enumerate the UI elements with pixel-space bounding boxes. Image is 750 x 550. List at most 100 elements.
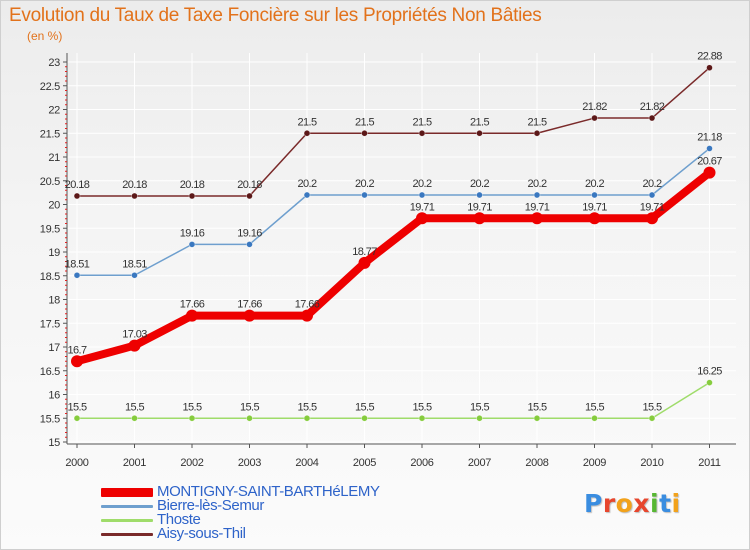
legend-label-montigny: MONTIGNY-SAINT-BARTHéLEMY (157, 483, 380, 500)
data-point (358, 256, 371, 269)
grid-layer (67, 53, 736, 443)
series-line (76, 66, 711, 197)
y-tick-label: 17.5 (40, 318, 60, 330)
x-tick-label: 2005 (353, 457, 376, 469)
y-tick-label: 19 (48, 247, 60, 259)
data-point (303, 129, 311, 137)
data-label: 19.16 (180, 227, 205, 239)
data-point (646, 212, 658, 225)
data-label: 17.66 (180, 299, 205, 311)
legend-item-bierre: Bierre-lès-Semur (101, 497, 380, 514)
y-tick-label: 15 (48, 437, 60, 449)
legend-item-thoste: Thoste (101, 512, 380, 527)
data-point (416, 212, 428, 225)
logo-letter: t (659, 489, 672, 518)
data-point (533, 191, 541, 199)
legend-swatch-bierre (101, 504, 153, 508)
data-point (131, 414, 138, 422)
data-label: 18.51 (65, 258, 90, 270)
data-label: 16.7 (67, 344, 86, 356)
y-tick-label: 21 (48, 152, 60, 164)
data-point (591, 114, 598, 122)
data-point (361, 191, 368, 199)
data-label: 15.5 (527, 401, 546, 413)
data-label: 17.66 (237, 299, 262, 311)
data-point (188, 241, 196, 248)
data-point (533, 129, 541, 137)
data-label: 17.03 (122, 329, 147, 341)
data-label: 15.5 (297, 401, 316, 413)
data-label: 20.2 (297, 178, 316, 190)
logo-letter: i (671, 489, 681, 518)
y-tick-label: 16.5 (40, 366, 60, 378)
data-label: 20.18 (237, 179, 262, 191)
data-point (706, 145, 713, 152)
data-point (303, 191, 311, 199)
data-point (188, 192, 196, 200)
y-tick-label: 18 (48, 295, 60, 307)
data-point (73, 414, 81, 422)
x-tick-label: 2003 (238, 457, 261, 469)
legend-swatch-montigny (101, 487, 153, 497)
data-point (418, 414, 426, 422)
data-label: 20.2 (642, 178, 661, 190)
data-label: 15.5 (470, 401, 489, 413)
data-point (418, 191, 426, 199)
data-point (246, 241, 253, 248)
x-tick-label: 2004 (295, 457, 318, 469)
x-tick-label: 2001 (123, 457, 146, 469)
data-point (588, 212, 601, 225)
data-point (243, 309, 256, 322)
data-label: 20.2 (527, 178, 546, 190)
data-label: 21.18 (697, 131, 722, 143)
logo-letter: o (615, 489, 634, 518)
data-label: 15.5 (355, 401, 374, 413)
x-tick-label: 2007 (468, 457, 491, 469)
data-label: 19.71 (410, 201, 435, 213)
y-tick-label: 21.5 (40, 128, 60, 140)
data-label: 20.2 (412, 178, 431, 190)
data-point (706, 64, 713, 71)
data-point (186, 309, 198, 322)
data-point (131, 271, 138, 279)
y-tick-label: 16 (48, 390, 60, 402)
data-point (648, 414, 656, 422)
data-point (188, 414, 196, 422)
y-tick-label: 18.5 (40, 271, 60, 283)
data-label: 15.5 (585, 401, 604, 413)
y-tick-label: 17 (48, 342, 60, 354)
data-point (418, 129, 426, 137)
data-label: 21.5 (412, 116, 431, 128)
data-point (533, 414, 541, 422)
logo-letter: i (650, 489, 660, 518)
data-label: 20.2 (470, 178, 489, 190)
data-point (706, 379, 713, 386)
data-label: 20.18 (180, 179, 205, 191)
data-label: 15.5 (182, 401, 201, 413)
data-point (71, 355, 83, 368)
series-line (76, 381, 711, 419)
logo-letter: r (602, 489, 616, 518)
data-point (361, 129, 368, 137)
data-point (648, 191, 656, 199)
axis-layer: 15 15.5 16 16.5 17 17.5 18 18.5 19 19.5 20 20.5 21 21… (40, 53, 736, 469)
data-point (128, 339, 141, 352)
y-tick-label: 19.5 (40, 223, 60, 235)
data-label: 19.71 (582, 201, 607, 213)
data-label: 21.5 (297, 116, 316, 128)
legend-label-bierre: Bierre-lès-Semur (157, 497, 264, 514)
data-label: 15.5 (642, 401, 661, 413)
data-point (303, 414, 311, 422)
legend-item-montigny: MONTIGNY-SAINT-BARTHéLEMY (101, 483, 380, 500)
data-point (476, 191, 483, 199)
data-point (476, 414, 483, 422)
legend-item-aisy: Aisy-sous-Thil (101, 526, 380, 541)
data-point (591, 191, 598, 199)
data-label: 20.18 (65, 179, 90, 191)
data-label: 15.5 (67, 401, 86, 413)
data-point (73, 192, 81, 200)
data-label: 19.71 (640, 201, 665, 213)
y-tick-label: 15.5 (40, 413, 60, 425)
data-label: 17.66 (295, 299, 320, 311)
